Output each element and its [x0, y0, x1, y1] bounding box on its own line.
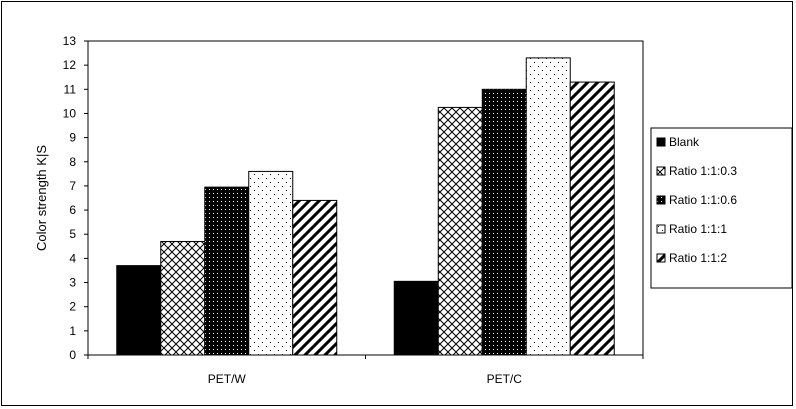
y-tick-label: 0 [69, 348, 76, 362]
y-tick-label: 8 [69, 155, 76, 169]
x-tick-label: PET/C [487, 372, 523, 386]
legend-swatch [656, 137, 666, 147]
y-tick-label: 6 [69, 203, 76, 217]
legend-box [650, 127, 793, 289]
y-tick-label: 3 [69, 276, 76, 290]
legend-swatch [656, 166, 666, 176]
legend-label: Ratio 1:1:1 [669, 222, 727, 236]
x-axis-labels: PET/W PET/C [87, 355, 644, 386]
legend-label: Ratio 1:1:2 [669, 251, 727, 265]
legend-label: Blank [669, 135, 700, 149]
bar [437, 106, 483, 356]
y-tick-label: 4 [69, 251, 76, 265]
x-tick-label: PET/W [208, 372, 247, 386]
y-tick-label: 5 [69, 227, 76, 241]
bar [248, 170, 294, 356]
y-tick-label: 7 [69, 179, 76, 193]
y-tick-label: 1 [69, 324, 76, 338]
legend-swatch [656, 253, 666, 263]
y-tick-label: 2 [69, 300, 76, 314]
bar [525, 57, 571, 356]
legend-swatch [656, 195, 666, 205]
plot-area [87, 40, 644, 356]
bar [481, 88, 527, 356]
y-tick-label: 9 [69, 131, 76, 145]
y-tick-label: 10 [63, 106, 77, 120]
bar [393, 280, 439, 356]
y-tick-label: 12 [63, 58, 77, 72]
legend-swatch [656, 224, 666, 234]
legend-label: Ratio 1:1:0.6 [669, 193, 737, 207]
y-axis-title: Color strength K|S [34, 145, 49, 251]
y-tick-label: 11 [64, 82, 77, 96]
bar [204, 186, 250, 356]
bar [116, 265, 162, 356]
y-tick-label: 13 [63, 34, 77, 48]
bar [292, 199, 338, 356]
legend: Blank Ratio 1:1:0.3 Ratio 1:1:0.6 Ratio 1:1… [650, 127, 793, 289]
bar [569, 81, 615, 356]
bar [160, 240, 206, 356]
legend-label: Ratio 1:1:0.3 [669, 164, 737, 178]
